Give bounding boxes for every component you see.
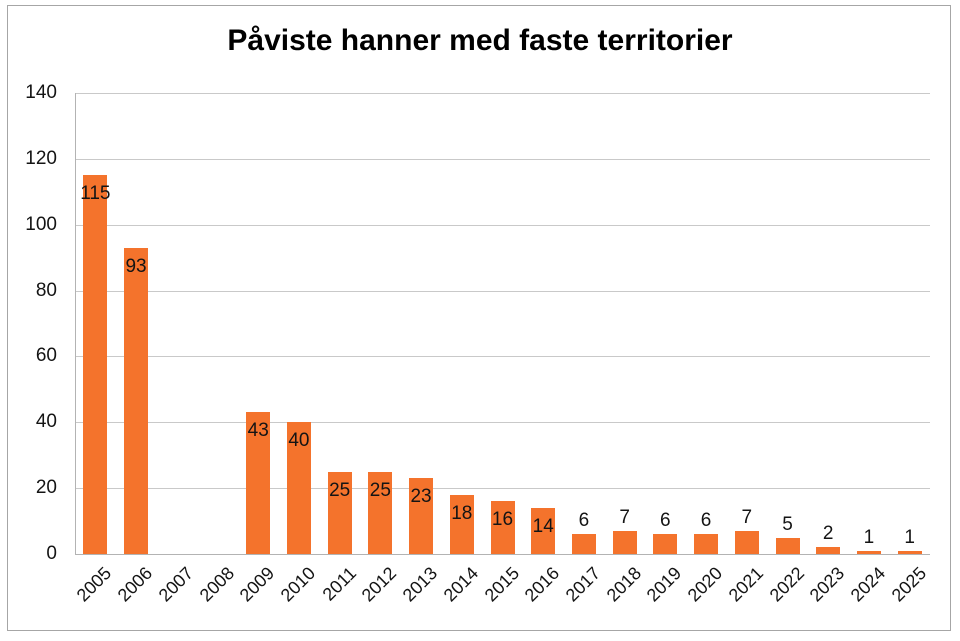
- x-axis-tick-label: 2016: [520, 563, 564, 606]
- bar-2021: [734, 530, 759, 554]
- x-axis-tick-label: 2012: [358, 563, 401, 606]
- gridline: [75, 290, 930, 292]
- bar-value-label: 5: [782, 513, 793, 535]
- gridline: [75, 224, 930, 226]
- x-axis-tick-label: 2021: [724, 563, 767, 606]
- chart-outer-border: [7, 5, 951, 631]
- y-axis-tick-label: 0: [46, 543, 57, 564]
- bar-2023: [816, 547, 841, 554]
- bar-value-label: 43: [247, 420, 269, 442]
- x-axis-tick-label: 2014: [439, 563, 482, 606]
- bar-value-label: 25: [329, 479, 351, 501]
- bar-2013: [409, 478, 434, 554]
- bar-value-label: 1: [863, 526, 875, 548]
- gridline: [75, 93, 930, 94]
- x-axis-tick-label: 2018: [602, 563, 645, 606]
- x-axis-tick-label: 2025: [887, 563, 930, 606]
- y-axis-tick-label: 60: [35, 345, 57, 367]
- bar-value-label: 93: [125, 255, 147, 277]
- x-axis-tick-label: 2017: [561, 563, 605, 606]
- bar-value-label: 40: [288, 430, 310, 452]
- bar-value-label: 6: [700, 510, 712, 532]
- bar-2020: [694, 534, 719, 554]
- bar-2022: [775, 537, 800, 554]
- bar-2024: [856, 550, 881, 554]
- bar-2016: [531, 507, 556, 554]
- bar-2017: [571, 534, 596, 554]
- x-axis-tick-label: 2007: [154, 563, 197, 606]
- bar-2010: [286, 422, 311, 554]
- x-axis-tick-label: 2011: [318, 563, 360, 605]
- y-axis-tick-label: 40: [35, 411, 57, 433]
- x-axis-tick-label: 2015: [480, 563, 523, 606]
- bar-2012: [368, 471, 393, 554]
- bar-value-label: 23: [410, 486, 432, 508]
- y-axis-tick-label: 140: [25, 82, 57, 103]
- x-axis-tick-label: 2024: [846, 563, 890, 606]
- gridline: [75, 488, 930, 490]
- y-axis-tick-label: 20: [35, 477, 57, 499]
- bar-value-label: 115: [80, 183, 111, 205]
- x-axis-tick-label: 2020: [683, 563, 727, 606]
- bar-2019: [653, 534, 678, 554]
- x-axis-tick-label: 2022: [765, 563, 808, 606]
- gridline: [75, 158, 930, 160]
- y-axis-line: [75, 93, 76, 554]
- x-axis-tick-label: 2008: [195, 563, 238, 606]
- x-axis-tick-label: 2023: [805, 563, 849, 606]
- bar-value-label: 18: [451, 502, 473, 524]
- bar-2025: [897, 550, 922, 554]
- bar-2014: [449, 494, 474, 554]
- bar-value-label: 16: [491, 509, 514, 531]
- gridline: [75, 356, 930, 358]
- bar-2018: [612, 530, 637, 554]
- bar-2015: [490, 501, 515, 554]
- x-axis-tick-label: 2010: [276, 563, 320, 606]
- y-axis-tick-label: 120: [25, 147, 57, 169]
- bar-value-label: 7: [741, 506, 753, 528]
- x-axis-tick-label: 2019: [643, 563, 686, 606]
- chart-title: Påviste hanner med faste territorier: [227, 24, 733, 57]
- x-axis-line: [75, 554, 930, 555]
- gridline: [75, 422, 930, 424]
- y-axis-tick-label: 100: [25, 213, 57, 235]
- bar-value-label: 1: [904, 526, 915, 548]
- bar-value-label: 6: [578, 510, 590, 532]
- bar-value-label: 6: [660, 510, 671, 532]
- bar-2009: [246, 412, 271, 554]
- x-axis-tick-label: 2013: [398, 563, 442, 606]
- bar-2006: [124, 247, 149, 554]
- bar-2011: [327, 471, 352, 554]
- y-axis-tick-label: 80: [35, 279, 57, 301]
- x-axis-tick-label: 2005: [73, 563, 116, 606]
- bar-value-label: 14: [532, 515, 554, 537]
- bar-value-label: 7: [619, 506, 630, 528]
- bar-value-label: 25: [369, 479, 391, 501]
- bar-2005: [83, 175, 108, 554]
- x-axis-tick-label: 2009: [235, 563, 279, 606]
- x-axis-tick-label: 2006: [113, 563, 157, 606]
- bar-value-label: 2: [822, 523, 834, 545]
